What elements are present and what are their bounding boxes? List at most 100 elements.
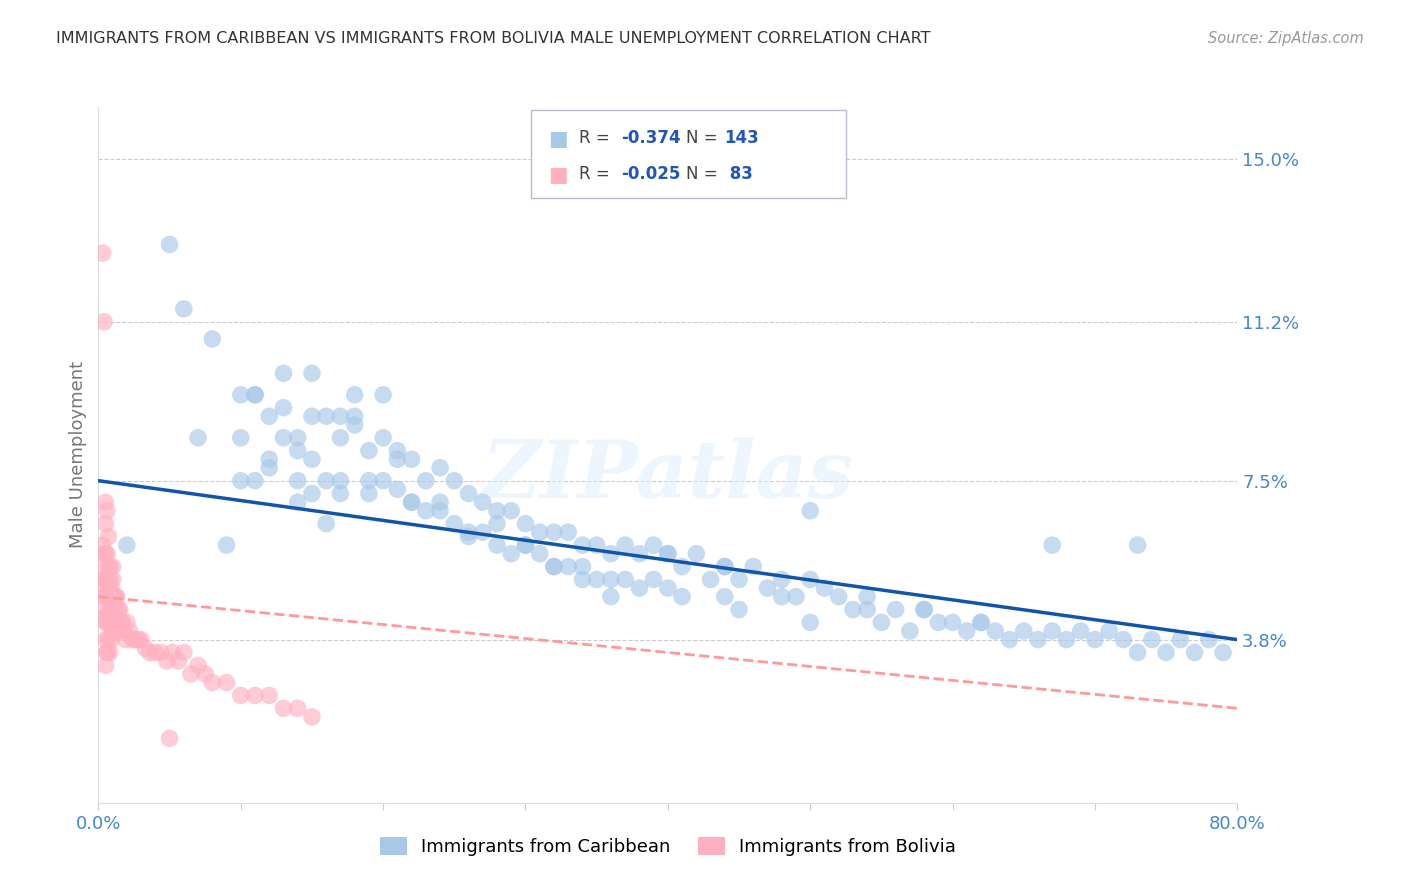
Point — [799, 573, 821, 587]
Point — [104, 615, 127, 630]
Point — [187, 431, 209, 445]
Point — [96, 547, 118, 561]
Point — [799, 504, 821, 518]
Point — [543, 525, 565, 540]
Point — [1198, 632, 1220, 647]
Point — [93, 315, 115, 329]
Point — [643, 538, 665, 552]
Point — [114, 632, 136, 647]
Point — [156, 654, 179, 668]
Point — [501, 504, 523, 518]
Point — [856, 590, 879, 604]
Point — [94, 615, 117, 630]
Point — [628, 581, 651, 595]
Point — [543, 559, 565, 574]
Point — [884, 602, 907, 616]
Point — [970, 615, 993, 630]
Point — [486, 504, 509, 518]
Point — [600, 547, 623, 561]
Point — [728, 602, 751, 616]
Point — [799, 615, 821, 630]
Point — [243, 388, 266, 402]
Point — [529, 525, 551, 540]
Point — [443, 474, 465, 488]
Point — [998, 632, 1021, 647]
Point — [259, 409, 281, 424]
Point — [457, 486, 479, 500]
Point — [107, 602, 129, 616]
Point — [287, 701, 309, 715]
Point — [111, 615, 134, 630]
Point — [98, 559, 121, 574]
Point — [243, 474, 266, 488]
Point — [856, 602, 879, 616]
Point — [471, 525, 494, 540]
Point — [457, 525, 479, 540]
Point — [93, 611, 115, 625]
Point — [898, 624, 921, 638]
Point — [98, 590, 121, 604]
Point — [842, 602, 865, 616]
Point — [96, 573, 118, 587]
Point — [501, 547, 523, 561]
Point — [401, 495, 423, 509]
Point — [201, 332, 224, 346]
Point — [742, 559, 765, 574]
Point — [1126, 645, 1149, 659]
Point — [571, 573, 593, 587]
Point — [104, 590, 127, 604]
Point — [194, 667, 217, 681]
Point — [429, 460, 451, 475]
Point — [643, 573, 665, 587]
Point — [229, 474, 252, 488]
Point — [97, 607, 120, 621]
Point — [138, 645, 160, 659]
Point — [93, 573, 115, 587]
Text: IMMIGRANTS FROM CARIBBEAN VS IMMIGRANTS FROM BOLIVIA MALE UNEMPLOYMENT CORRELATI: IMMIGRANTS FROM CARIBBEAN VS IMMIGRANTS … — [56, 31, 931, 46]
Point — [401, 495, 423, 509]
Point — [273, 701, 295, 715]
Point — [259, 689, 281, 703]
Text: R =: R = — [579, 129, 616, 147]
Point — [98, 573, 121, 587]
Point — [357, 443, 380, 458]
Point — [96, 590, 118, 604]
Text: ■: ■ — [548, 129, 568, 149]
Y-axis label: Male Unemployment: Male Unemployment — [69, 361, 87, 549]
Point — [1126, 538, 1149, 552]
Text: ZIPatlas: ZIPatlas — [482, 437, 853, 515]
Point — [429, 504, 451, 518]
Point — [329, 486, 352, 500]
Point — [96, 615, 118, 630]
Point — [970, 615, 993, 630]
Point — [1040, 624, 1063, 638]
Point — [714, 590, 737, 604]
Point — [329, 474, 352, 488]
Point — [614, 538, 637, 552]
Text: -0.025: -0.025 — [621, 165, 681, 183]
Point — [103, 590, 125, 604]
Point — [159, 237, 181, 252]
Point — [229, 431, 252, 445]
Point — [486, 516, 509, 531]
Point — [457, 529, 479, 543]
Point — [471, 495, 494, 509]
Point — [585, 573, 607, 587]
Point — [770, 590, 793, 604]
Point — [107, 624, 129, 638]
Point — [486, 538, 509, 552]
Point — [657, 581, 679, 595]
Point — [215, 538, 238, 552]
Point — [912, 602, 935, 616]
Point — [343, 409, 366, 424]
Point — [167, 654, 190, 668]
Point — [1056, 632, 1078, 647]
Point — [813, 581, 835, 595]
Point — [301, 452, 323, 467]
Point — [600, 590, 623, 604]
Point — [91, 246, 114, 260]
Point — [415, 474, 437, 488]
Point — [315, 474, 337, 488]
Point — [96, 645, 118, 659]
Point — [1140, 632, 1163, 647]
